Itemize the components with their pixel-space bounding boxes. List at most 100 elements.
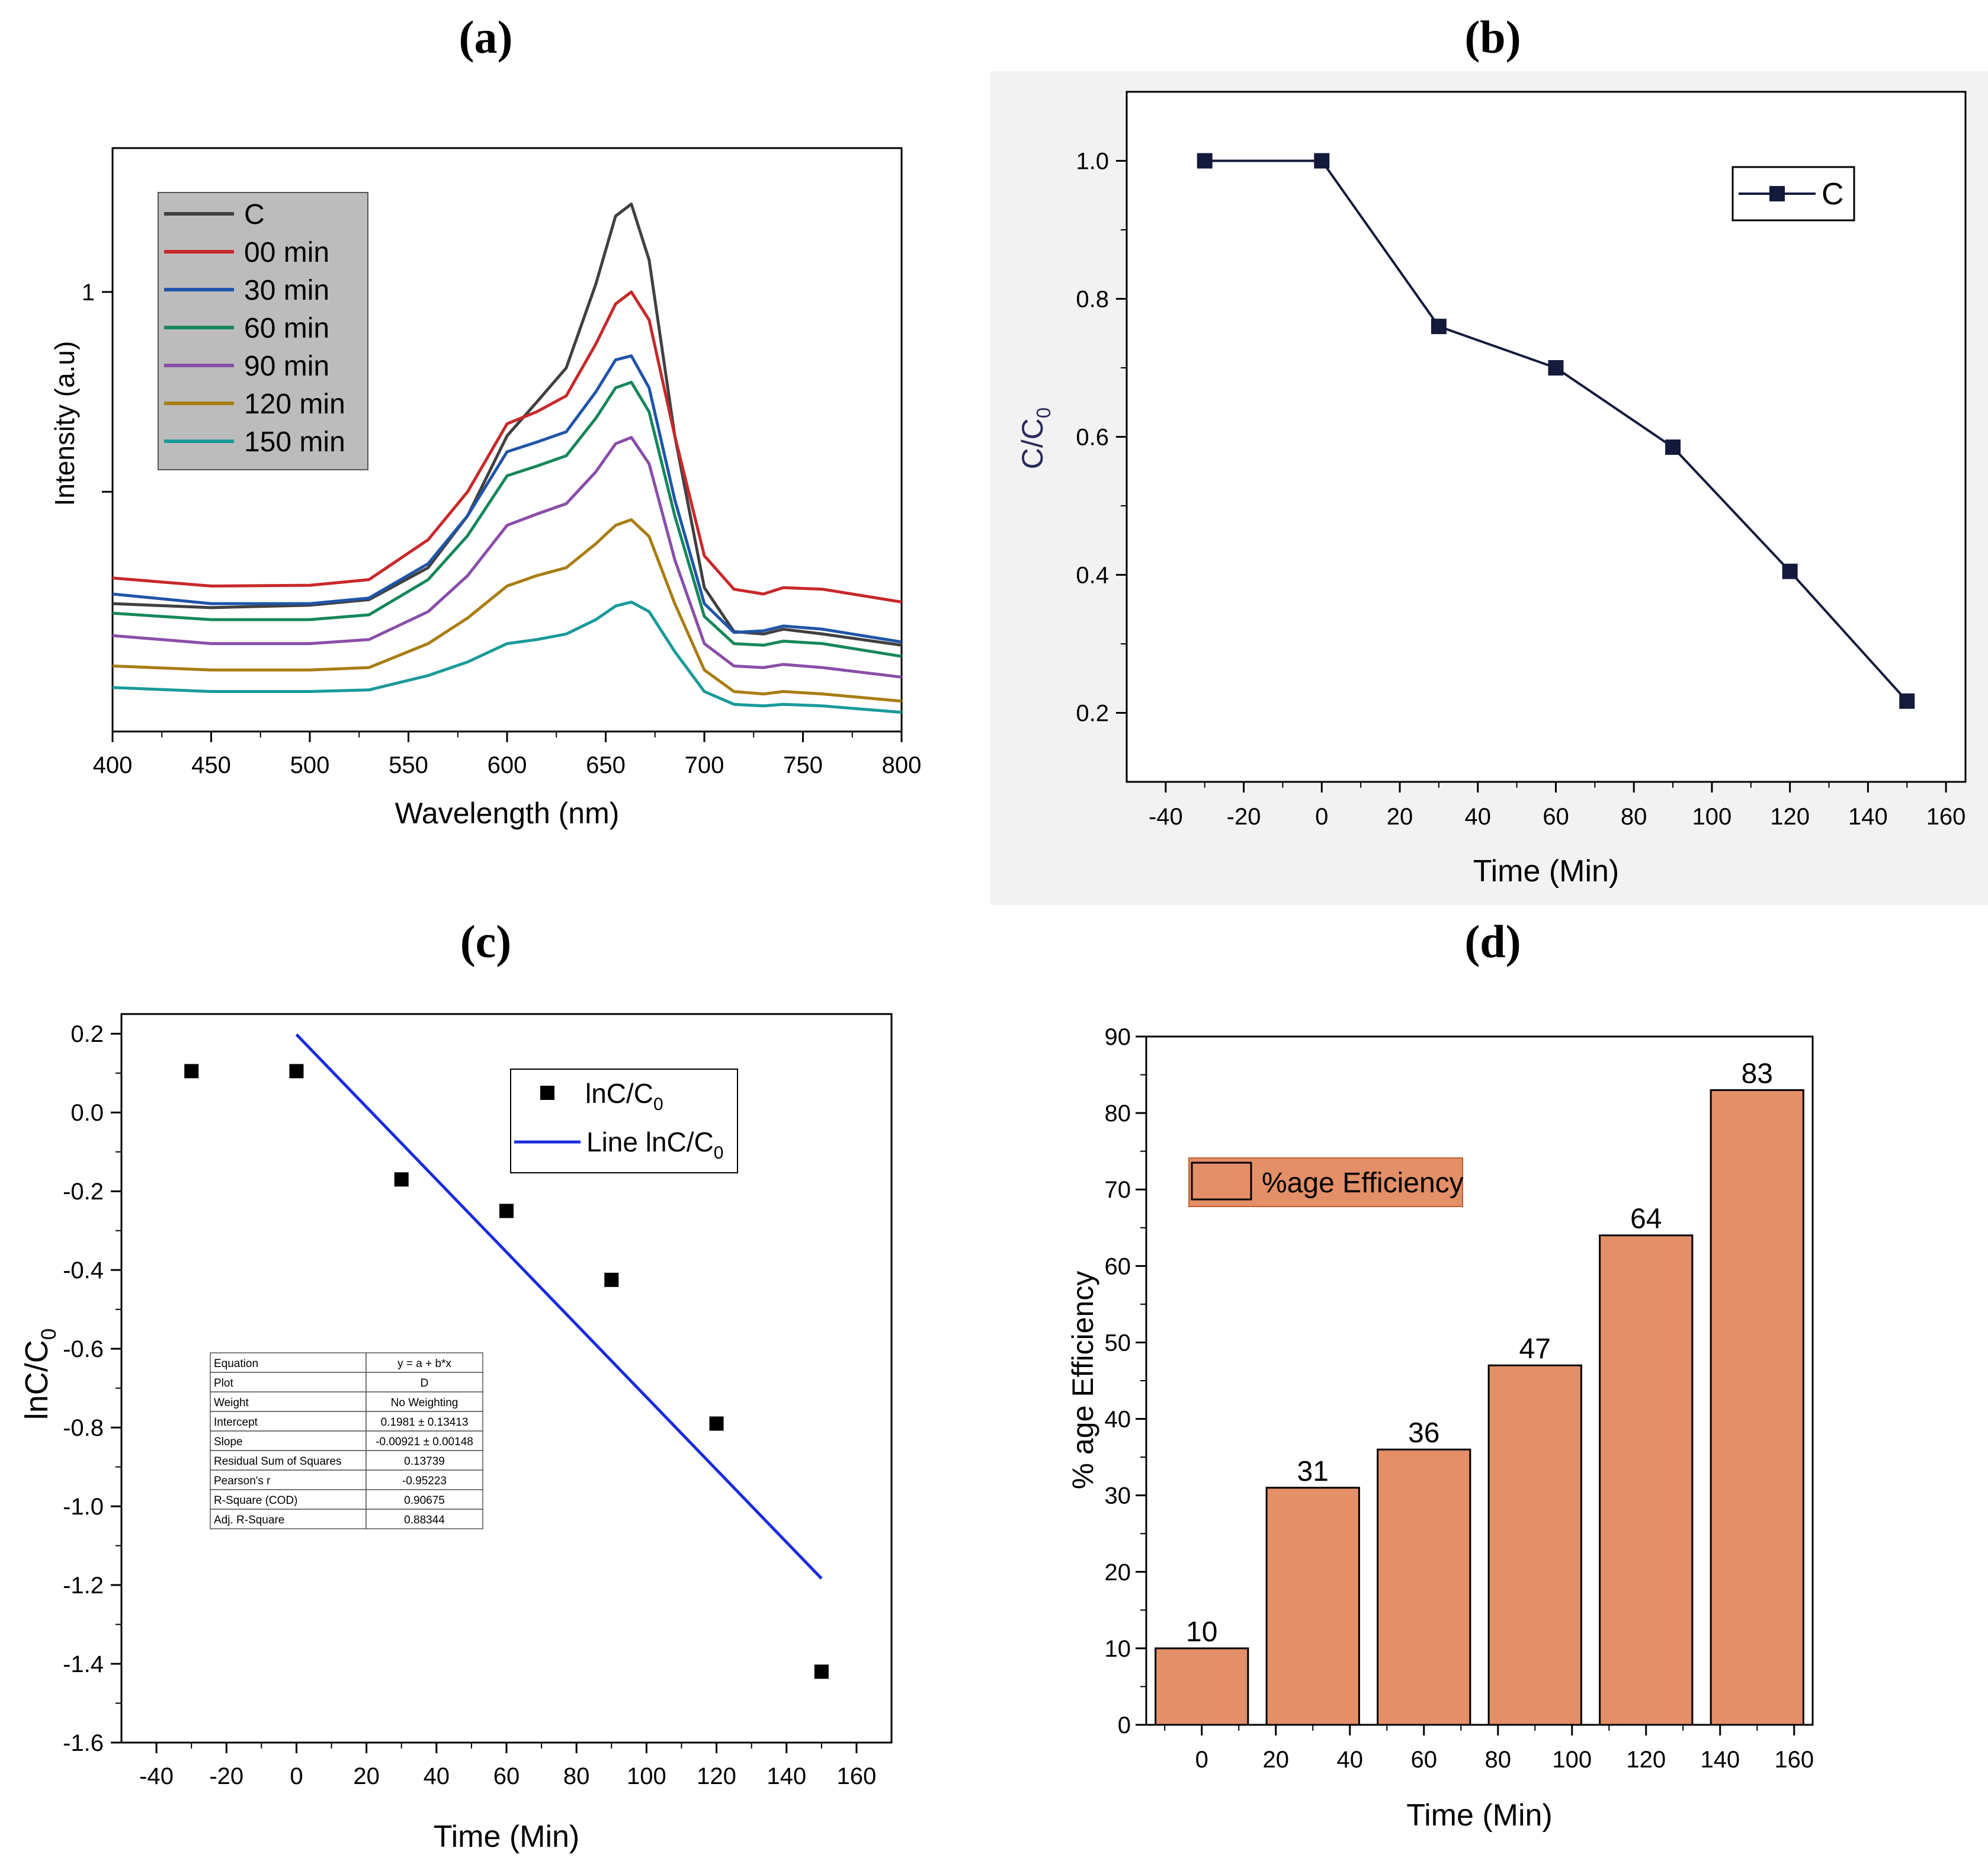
y-tick-label-c: -0.4	[63, 1257, 104, 1284]
x-tick-label-c: 100	[627, 1763, 666, 1789]
x-tick-label-b: 20	[1387, 804, 1413, 830]
y-tick-label-d: 90	[1105, 1024, 1131, 1050]
fit-table-cell	[365, 1411, 483, 1432]
y-tick-label-b: 0.2	[1076, 701, 1109, 727]
x-tick-label-c: 120	[697, 1763, 736, 1789]
legend-label-a: 90 min	[244, 351, 329, 382]
bar-d	[1487, 1364, 1582, 1726]
y-axis-label-a: Intensity (a.u)	[49, 341, 80, 506]
panel-label-b: (b)	[1464, 11, 1521, 63]
x-tick-label-b: 80	[1621, 804, 1647, 830]
bar-d	[1377, 1448, 1471, 1726]
series-line-a-5	[112, 518, 902, 703]
y-tick-label-b: 1.0	[1076, 149, 1109, 175]
y-tick-label-c: -1.4	[63, 1651, 104, 1677]
data-point-c	[184, 1064, 199, 1079]
fit-table-cell	[210, 1372, 367, 1393]
x-tick-label-a: 550	[389, 752, 428, 778]
fit-table-key: Pearson's r	[214, 1475, 271, 1487]
x-tick-label-b: 60	[1543, 804, 1569, 830]
x-tick-label-a: 750	[783, 752, 823, 778]
fit-table-key: Slope	[214, 1436, 243, 1448]
legend-swatch-marker-b	[1769, 186, 1785, 201]
fit-table-key: Intercept	[214, 1416, 258, 1429]
fit-table-cell	[365, 1430, 483, 1451]
y-axis-label-b: C/C0	[1016, 408, 1054, 469]
x-tick-label-c: 80	[563, 1763, 590, 1789]
x-tick-label-d: 80	[1485, 1747, 1512, 1773]
fit-table-cell	[210, 1489, 367, 1510]
series-line-a-4	[112, 436, 902, 679]
fit-table-cell	[210, 1391, 367, 1412]
x-tick-label-c: -20	[209, 1763, 243, 1789]
legend-label-b: C	[1822, 177, 1844, 211]
x-tick-label-c: -40	[139, 1763, 174, 1789]
bar-value-label-d: 36	[1408, 1417, 1439, 1449]
series-line-a-1	[112, 290, 902, 604]
x-tick-label-b: 0	[1315, 804, 1328, 830]
fit-table-cell	[365, 1372, 483, 1393]
x-tick-label-c: 20	[353, 1763, 380, 1789]
bar-value-label-d: 31	[1297, 1456, 1329, 1487]
data-point-c	[394, 1172, 409, 1187]
x-tick-label-a: 800	[882, 752, 922, 778]
series-line-a-0	[112, 203, 902, 647]
y-tick-label-b: 0.4	[1076, 563, 1109, 589]
data-point-b	[1782, 563, 1798, 579]
x-axis-label-b: Time (Min)	[1473, 854, 1620, 888]
y-axis-label-d: % age Efficiency	[1066, 1271, 1099, 1490]
bar-value-label-d: 83	[1742, 1058, 1773, 1089]
legend-label-a: 60 min	[244, 313, 329, 344]
fit-table-value: 0.90675	[404, 1494, 445, 1507]
y-tick-label-d: 80	[1105, 1101, 1131, 1127]
x-tick-label-a: 450	[191, 752, 231, 778]
bar-value-label-d: 64	[1630, 1204, 1662, 1235]
fit-table-value: 0.1981 ± 0.13413	[381, 1416, 469, 1429]
fit-table-key: Adj. R-Square	[214, 1514, 284, 1526]
x-tick-label-d: 100	[1552, 1747, 1592, 1773]
fit-table-key: Plot	[214, 1377, 233, 1390]
x-tick-label-a: 600	[488, 752, 527, 778]
fit-table-value: -0.95223	[402, 1475, 447, 1487]
x-axis-label-a: Wavelength (nm)	[395, 797, 620, 830]
x-tick-label-b: -20	[1227, 804, 1261, 830]
data-point-c	[814, 1664, 829, 1679]
fit-table-value: 0.88344	[404, 1514, 445, 1526]
bar-d	[1599, 1234, 1694, 1726]
fit-table-key: Weight	[214, 1397, 249, 1409]
y-tick-label-c: -1.0	[63, 1494, 104, 1520]
x-tick-label-a: 500	[290, 752, 330, 778]
x-tick-label-c: 160	[837, 1763, 877, 1789]
x-tick-label-d: 140	[1700, 1747, 1740, 1773]
x-tick-label-a: 650	[586, 752, 626, 778]
data-point-b	[1314, 153, 1330, 169]
bar-value-label-d: 47	[1519, 1333, 1551, 1365]
x-axis-label-c: Time (Min)	[434, 1820, 580, 1854]
fit-table-value: D	[421, 1377, 429, 1390]
bar-d	[1710, 1089, 1804, 1726]
fit-table-value: -0.00921 ± 0.00148	[376, 1436, 473, 1448]
y-axis-label-c: lnC/C0	[19, 1329, 60, 1420]
data-point-b	[1665, 439, 1681, 455]
fit-table-key: Equation	[214, 1358, 258, 1370]
x-tick-label-a: 400	[93, 752, 133, 778]
fit-table-value: y = a + b*x	[397, 1358, 451, 1370]
y-tick-label-b: 0.6	[1076, 425, 1109, 451]
x-tick-label-b: 120	[1770, 804, 1810, 830]
legend-swatch-d	[1191, 1162, 1252, 1201]
y-tick-label-d: 50	[1105, 1330, 1131, 1356]
fit-table-cell	[365, 1391, 483, 1412]
x-tick-label-b: 40	[1464, 804, 1491, 830]
y-tick-label-d: 30	[1105, 1483, 1131, 1509]
legend-swatch-marker-c	[540, 1086, 554, 1100]
legend-label-a: 00 min	[244, 237, 329, 268]
data-point-b	[1548, 360, 1564, 376]
y-tick-label-c: 0.2	[70, 1021, 104, 1047]
x-tick-label-c: 60	[493, 1763, 520, 1789]
bar-d	[1155, 1647, 1249, 1726]
data-point-b	[1197, 153, 1213, 169]
legend-label-d: %age Efficiency	[1262, 1167, 1464, 1199]
data-point-c	[604, 1272, 619, 1287]
